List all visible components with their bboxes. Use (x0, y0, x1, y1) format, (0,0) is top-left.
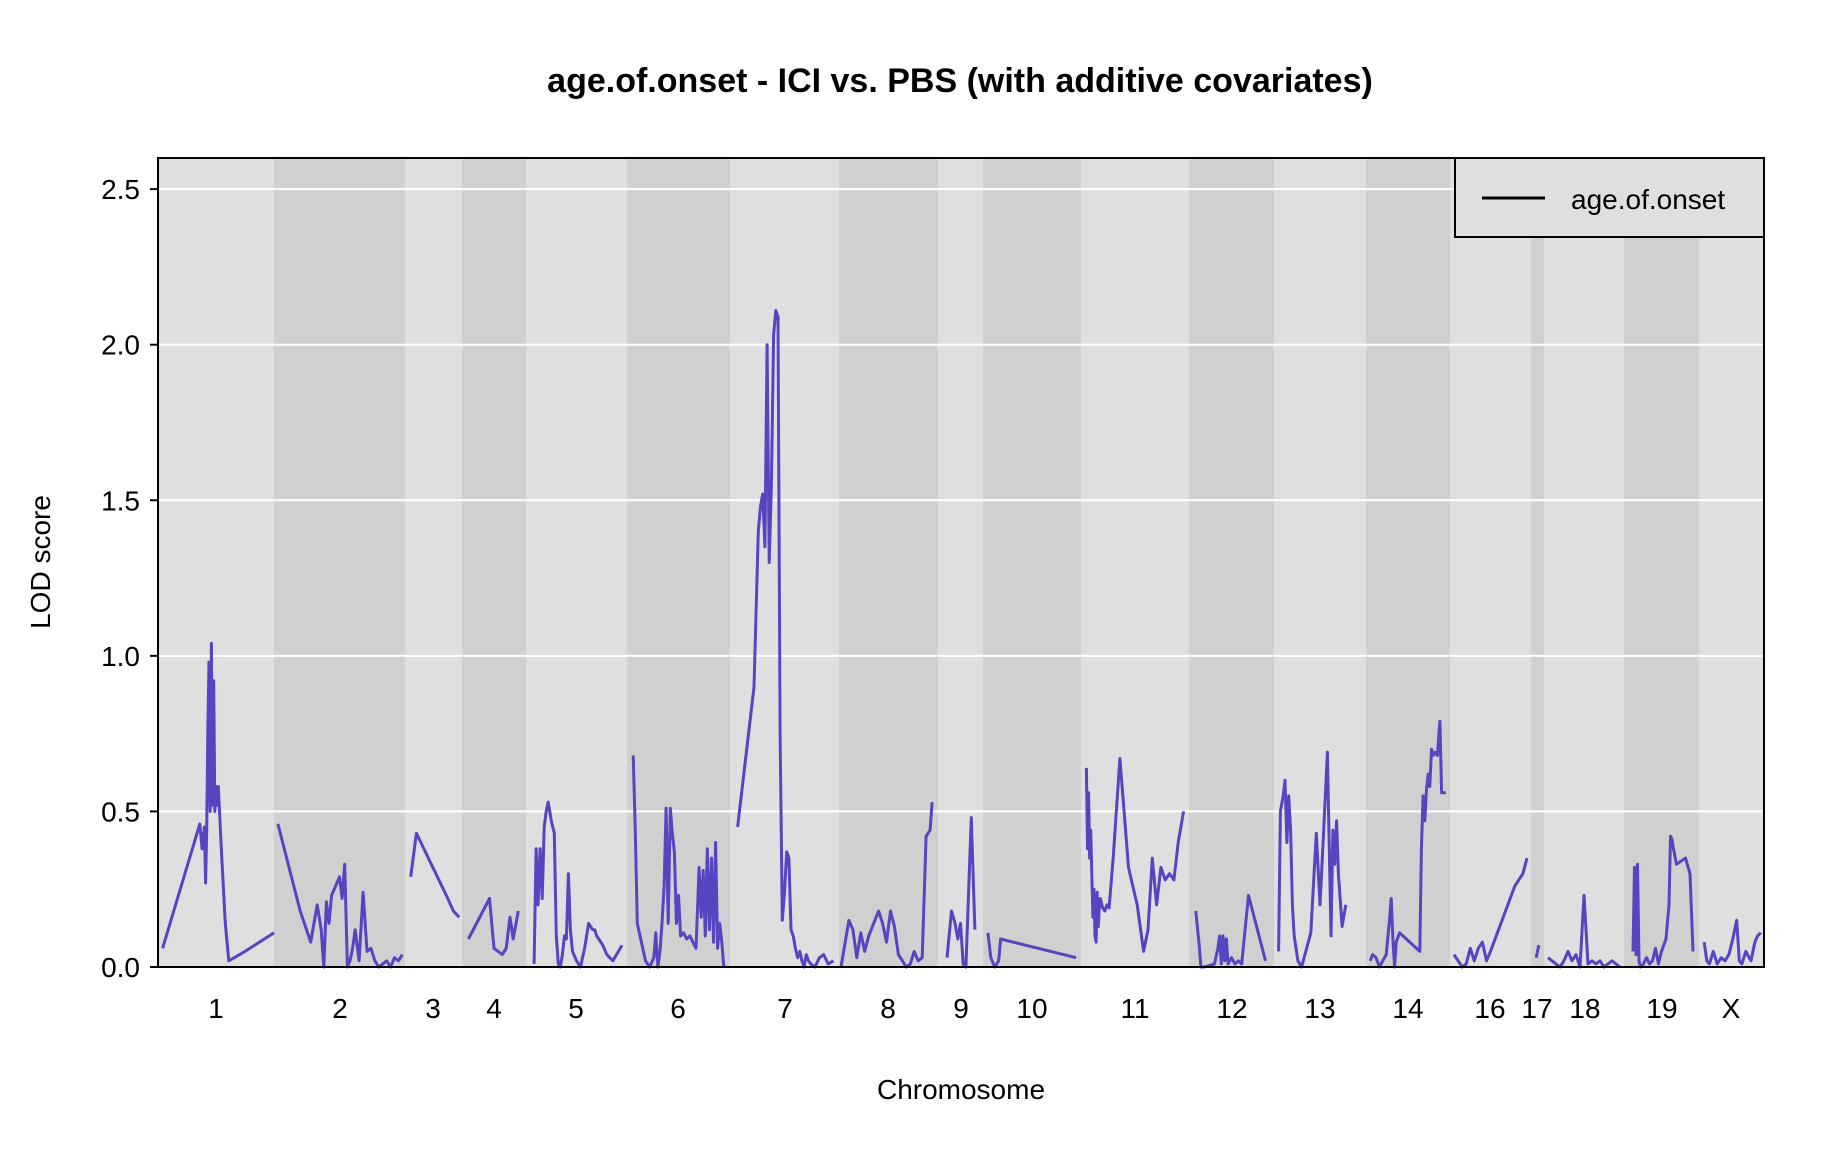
lod-line-chr-7 (736, 309, 835, 969)
lod-line-chr-8 (839, 801, 934, 969)
x-tick-label: 17 (1521, 993, 1552, 1024)
lod-line-chr-19 (1631, 834, 1695, 969)
lod-line-chr-14 (1368, 719, 1446, 969)
chromosome-band (1366, 158, 1450, 967)
legend: age.of.onset (1454, 157, 1765, 238)
y-tick-label: 2.5 (101, 174, 140, 205)
chromosome-band (1699, 158, 1764, 967)
x-tick-label: 1 (208, 993, 224, 1024)
lod-line-chr-11 (1084, 757, 1186, 953)
x-tick-label: 13 (1304, 993, 1335, 1024)
x-tick-label: X (1722, 993, 1741, 1024)
lod-line-chr-2 (276, 823, 404, 969)
x-tick-label: 2 (332, 993, 348, 1024)
x-tick-label: 10 (1016, 993, 1047, 1024)
y-axis-ticks: 0.0 0.5 1.0 1.5 2.0 2.5 (101, 174, 158, 983)
lod-line-chr-1 (161, 641, 275, 963)
lod-line-chr-9 (945, 816, 977, 969)
x-tick-label: 8 (880, 993, 896, 1024)
lod-line-chr-X (1702, 918, 1762, 966)
x-tick-label: 5 (568, 993, 584, 1024)
y-axis-title: LOD score (25, 495, 56, 629)
chromosome-bands (158, 158, 1764, 967)
x-tick-label: 19 (1646, 993, 1677, 1024)
x-tick-label: 16 (1474, 993, 1505, 1024)
chromosome-band (730, 158, 839, 967)
plot-border (157, 157, 1765, 968)
lod-line-chr-17 (1534, 944, 1541, 959)
chromosome-band (983, 158, 1081, 967)
lod-line-chr-4 (467, 897, 520, 957)
lod-line-chr-13 (1277, 750, 1348, 969)
chromosome-band (1189, 158, 1274, 967)
x-tick-label: 4 (486, 993, 502, 1024)
x-tick-label: 18 (1569, 993, 1600, 1024)
y-tick-label: 0.5 (101, 796, 140, 827)
chromosome-band (627, 158, 730, 967)
lod-line-chr-5 (532, 800, 624, 969)
chromosome-band (1081, 158, 1189, 967)
x-axis-title: Chromosome (877, 1074, 1045, 1105)
x-tick-label: 14 (1392, 993, 1423, 1024)
chart-title: age.of.onset - ICI vs. PBS (with additiv… (547, 62, 1373, 100)
chromosome-band (274, 158, 405, 967)
chromosome-band (1624, 158, 1699, 967)
x-tick-label: 9 (953, 993, 969, 1024)
x-axis-ticks: 1 2 3 4 5 6 7 8 9 10 11 12 13 14 16 17 18 19 X (208, 993, 1740, 1024)
lod-line-chr-10 (986, 932, 1077, 969)
chromosome-band (1531, 158, 1544, 967)
x-tick-label: 3 (425, 993, 441, 1024)
lod-line-chr-3 (409, 831, 461, 919)
y-tick-label: 0.0 (101, 952, 140, 983)
x-tick-label: 11 (1120, 993, 1149, 1024)
y-tick-label: 2.0 (101, 330, 140, 361)
y-tick-label: 1.5 (101, 485, 140, 516)
chromosome-band (405, 158, 462, 967)
chromosome-band (839, 158, 938, 967)
x-tick-label: 12 (1216, 993, 1247, 1024)
chromosome-band (462, 158, 526, 967)
chromosome-band (1450, 158, 1531, 967)
x-tick-label: 6 (670, 993, 686, 1024)
chromosome-band (1544, 158, 1624, 967)
y-tick-label: 1.0 (101, 641, 140, 672)
legend-label: age.of.onset (1571, 184, 1725, 215)
lod-line-chr-6 (631, 755, 726, 969)
lod-curves (161, 309, 1762, 969)
chromosome-band (158, 158, 274, 967)
x-tick-label: 7 (777, 993, 793, 1024)
chromosome-band (1274, 158, 1366, 967)
chromosome-band (938, 158, 983, 967)
chromosome-band (526, 158, 627, 967)
